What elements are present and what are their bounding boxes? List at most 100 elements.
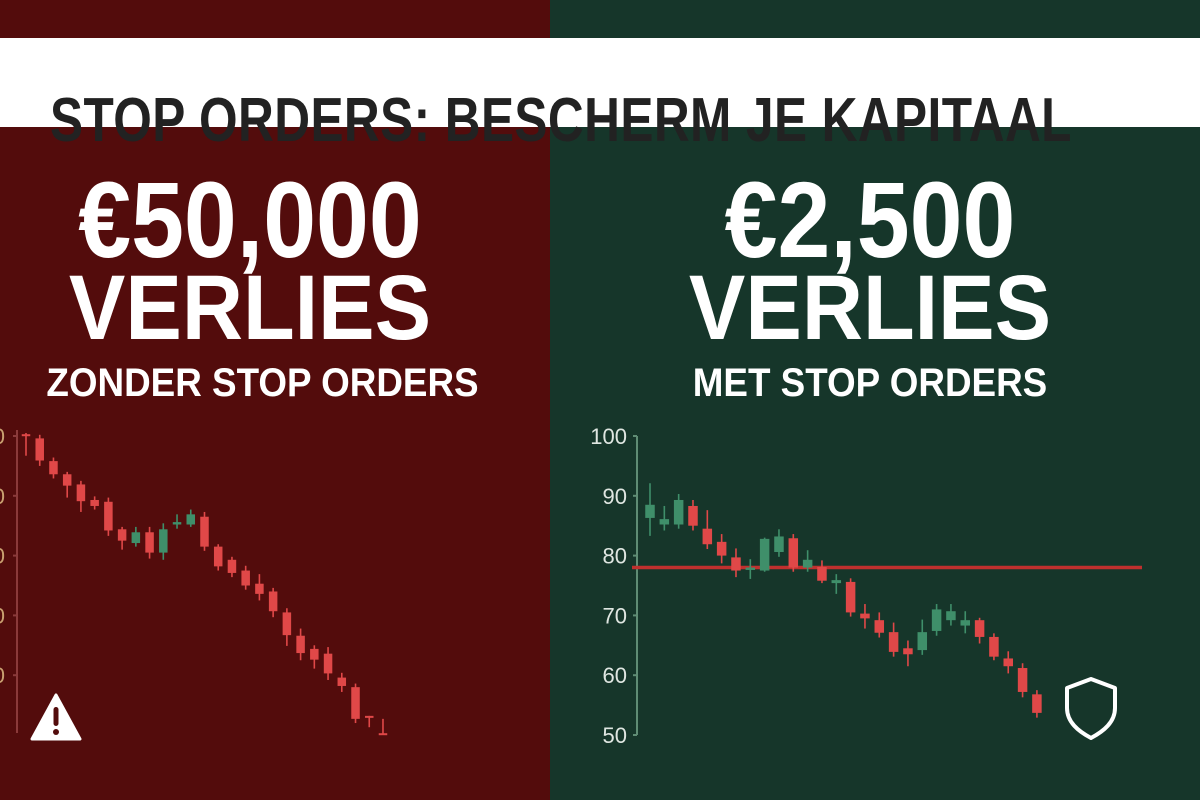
left-subtitle: ZONDER STOP ORDERS <box>46 361 479 405</box>
candle-down <box>268 587 278 618</box>
candle-body <box>172 522 182 525</box>
candle-body <box>35 438 44 461</box>
candle-body <box>817 566 827 581</box>
candle-body <box>351 687 360 719</box>
candle-up <box>831 574 842 594</box>
candle-down <box>310 645 319 669</box>
candle-down <box>117 526 127 550</box>
candle-body <box>323 653 333 674</box>
candle-body <box>1003 658 1013 667</box>
candle-up <box>131 526 141 547</box>
candle-down <box>351 683 360 724</box>
candle-body <box>104 501 113 531</box>
y-tick-label: 100 <box>0 424 5 449</box>
candle-down <box>989 633 999 661</box>
candle-body <box>241 570 250 586</box>
candle-body <box>200 516 209 547</box>
y-tick-label: 50 <box>603 723 627 748</box>
right-loss-amount: €2,500 <box>724 159 1016 280</box>
right-candlestick-chart: 100 90 80 70 60 50 <box>590 424 1142 748</box>
candle-body <box>365 715 374 718</box>
y-tick-label: 100 <box>590 424 627 449</box>
candle-down <box>200 511 209 551</box>
candle-body <box>296 635 305 654</box>
candle-up <box>774 529 784 557</box>
candle-body <box>145 532 154 553</box>
candle-down <box>62 471 72 498</box>
candle-down <box>49 457 58 479</box>
y-tick-label: 60 <box>603 663 627 688</box>
candle-body <box>874 620 885 633</box>
y-tick-label: 70 <box>0 603 5 628</box>
candle-down <box>974 617 985 644</box>
left-panel-without-stop-orders <box>0 0 550 800</box>
candle-down <box>845 578 856 617</box>
candle-down <box>788 534 799 572</box>
candle-down <box>1017 663 1028 698</box>
candle-up <box>745 559 756 579</box>
candle-up <box>159 523 168 560</box>
candle-body <box>227 559 237 573</box>
y-tick-label: 90 <box>603 484 627 509</box>
candle-body <box>268 591 278 612</box>
candle-down <box>323 647 333 680</box>
candle-body <box>860 613 870 619</box>
candle-down <box>76 480 86 512</box>
candle-body <box>974 620 985 637</box>
candle-down <box>888 622 899 657</box>
candle-body <box>90 499 99 506</box>
candle-body <box>745 567 756 570</box>
candle-body <box>159 529 168 553</box>
candle-body <box>946 611 956 621</box>
candle-body <box>49 461 58 475</box>
candle-down <box>282 608 292 646</box>
candle-body <box>702 528 713 545</box>
candle-down <box>255 574 264 601</box>
candle-body <box>337 677 347 686</box>
candle-up <box>673 494 684 529</box>
candle-body <box>917 632 928 651</box>
candle-body <box>21 434 31 437</box>
candle-down <box>35 434 44 466</box>
candle-body <box>213 546 223 567</box>
candle-body <box>378 733 388 736</box>
candle-body <box>960 620 971 626</box>
candle-body <box>759 538 770 571</box>
candle-down <box>104 497 113 536</box>
candle-down <box>731 548 741 578</box>
candle-up <box>659 505 670 531</box>
candle-body <box>774 536 784 553</box>
right-panel-with-stop-orders <box>550 0 1200 800</box>
warning-icon <box>30 693 82 741</box>
candle-down <box>337 672 347 692</box>
candle-down <box>716 534 727 564</box>
candle-down <box>90 496 99 510</box>
candle-down <box>874 612 885 638</box>
left-candlestick-chart: 100 90 80 70 60 <box>0 424 388 736</box>
candle-body <box>788 538 799 568</box>
candle-body <box>1017 668 1028 692</box>
candle-down <box>1003 651 1013 674</box>
left-loss-amount: €50,000 <box>78 159 422 280</box>
candle-body <box>845 581 856 613</box>
candle-body <box>1032 694 1042 713</box>
candle-down <box>688 499 698 531</box>
candle-up <box>946 604 956 626</box>
y-tick-label: 70 <box>603 603 627 628</box>
candle-up <box>759 537 770 572</box>
candle-down <box>1032 690 1042 718</box>
shield-icon <box>1065 677 1117 740</box>
left-loss-label: VERLIES <box>68 257 432 359</box>
title-banner: STOP ORDERS: BESCHERM JE KAPITAAL <box>0 38 1200 155</box>
candle-body <box>903 648 913 655</box>
candle-down <box>296 628 305 661</box>
candle-body <box>117 529 127 541</box>
candle-body <box>645 504 655 518</box>
right-loss-label: VERLIES <box>688 257 1052 359</box>
candle-body <box>673 499 684 525</box>
right-subtitle: MET STOP ORDERS <box>692 361 1048 405</box>
candle-body <box>802 559 813 568</box>
y-tick-label: 80 <box>603 544 627 569</box>
candle-body <box>888 632 899 652</box>
